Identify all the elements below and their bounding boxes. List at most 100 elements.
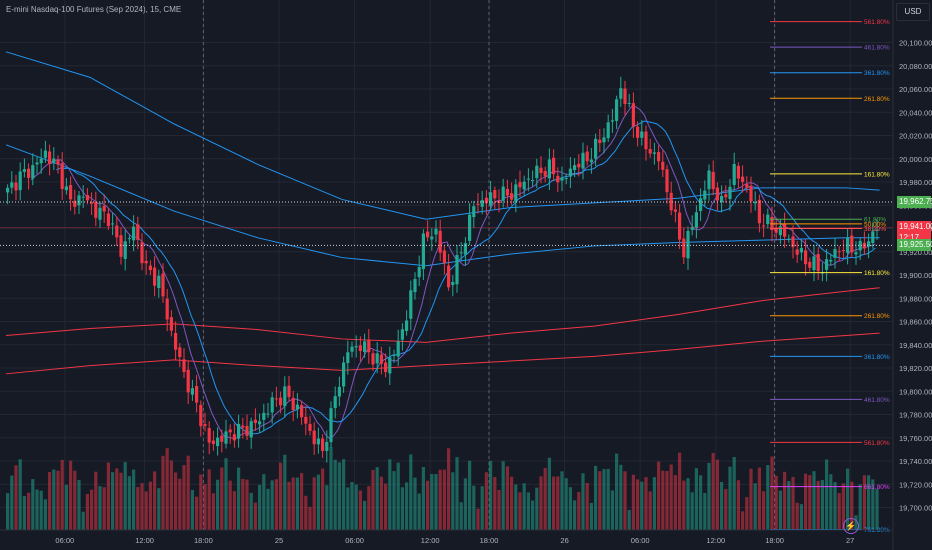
- volume-bar: [564, 478, 568, 530]
- volume-bar: [237, 467, 241, 530]
- candle-body: [493, 190, 497, 199]
- candle-body: [22, 169, 26, 172]
- candle-body: [127, 238, 131, 240]
- candle-body: [438, 230, 442, 253]
- volume-bar: [606, 468, 610, 530]
- volume-bar: [224, 458, 228, 530]
- volume-bar: [648, 491, 652, 530]
- fib-level-label: 261.80%: [864, 96, 890, 103]
- volume-bar: [220, 467, 224, 530]
- fibonacci-levels: 561.80% 461.80% 361.80% 261.80% 161.80% 61.80…: [770, 19, 890, 534]
- volume-bar: [724, 489, 728, 530]
- currency-selector[interactable]: USD: [896, 3, 930, 21]
- candle-body: [505, 188, 509, 196]
- candle-body: [724, 194, 728, 198]
- candle-body: [287, 385, 291, 398]
- volume-bar: [266, 488, 270, 530]
- volume-bar: [720, 481, 724, 530]
- volume-bar: [392, 471, 396, 530]
- session-break-lines: [202, 0, 776, 530]
- volume-bar: [27, 492, 31, 530]
- candle-body: [568, 168, 572, 177]
- volume-bar: [749, 468, 753, 530]
- volume-bar: [468, 460, 472, 530]
- y-tick-label: 19,840.00: [899, 341, 932, 350]
- y-tick-label: 20,080.00: [899, 62, 932, 71]
- volume-bar: [703, 492, 707, 530]
- candle-body: [245, 425, 249, 436]
- candle-body: [405, 320, 409, 331]
- candle-body: [266, 413, 270, 415]
- volume-bar: [417, 493, 421, 530]
- y-tick-label: 20,000.00: [899, 155, 932, 164]
- candle-body: [199, 404, 203, 427]
- candle-body: [577, 163, 581, 168]
- candle-body: [388, 357, 392, 374]
- fib-level-label: 161.80%: [864, 270, 890, 277]
- candle-body: [480, 200, 484, 207]
- fib-level-label: 761.80%: [864, 527, 890, 534]
- candle-body: [808, 261, 812, 268]
- time-axis[interactable]: 06:00 12:00 18:00 25 06:00 12:00 18:00 26 06:00 1…: [55, 536, 854, 545]
- y-tick-label: 20,020.00: [899, 132, 932, 141]
- x-tick-label: 12:00: [706, 536, 725, 545]
- candle-body: [52, 158, 56, 163]
- volume-bar: [816, 480, 820, 530]
- candle-body: [203, 424, 207, 426]
- volume-bar: [161, 455, 165, 530]
- volume-bar: [346, 487, 350, 530]
- volume-bar: [657, 461, 661, 530]
- volume-bar: [497, 489, 501, 530]
- volume-bar: [707, 462, 711, 530]
- candle-body: [258, 421, 262, 425]
- candle-body: [14, 182, 18, 191]
- volume-bar: [526, 492, 530, 530]
- candle-body: [119, 235, 123, 257]
- candle-body: [783, 223, 787, 237]
- candle-body: [371, 353, 375, 365]
- y-tick-label: 19,860.00: [899, 318, 932, 327]
- candle-body: [367, 340, 371, 353]
- candle-body: [825, 259, 829, 270]
- candle-body: [190, 388, 194, 395]
- volume-bar: [741, 511, 745, 530]
- candle-body: [182, 359, 186, 372]
- volume-bar: [791, 476, 795, 530]
- candle-body: [81, 196, 85, 198]
- candle-body: [682, 238, 686, 258]
- volume-bar: [745, 497, 749, 530]
- volume-bar: [568, 487, 572, 530]
- candle-body: [451, 281, 455, 286]
- candle-body: [132, 226, 136, 241]
- volume-bar: [249, 492, 253, 530]
- candle-body: [736, 165, 740, 179]
- price-axis[interactable]: 20,100.00 20,080.00 20,060.00 20,040.00 20,0…: [899, 39, 932, 513]
- candle-body: [455, 254, 459, 285]
- candle-body: [484, 197, 488, 204]
- candle-body: [644, 131, 648, 150]
- volume-bar: [808, 475, 812, 530]
- candle-body: [304, 416, 308, 424]
- candle-body: [463, 243, 467, 255]
- volume-bar: [577, 491, 581, 530]
- volume-bar: [165, 448, 169, 530]
- volume-bar: [556, 476, 560, 530]
- candle-body: [846, 237, 850, 253]
- volume-bar: [186, 455, 190, 530]
- volume-bar: [241, 478, 245, 530]
- candle-body: [77, 195, 81, 206]
- candle-body: [673, 209, 677, 212]
- candle-body: [560, 177, 564, 181]
- candle-body: [346, 352, 350, 364]
- candle-body: [837, 251, 841, 253]
- candle-body: [610, 120, 614, 122]
- candle-body: [232, 434, 236, 441]
- lightning-icon[interactable]: ⚡: [843, 518, 859, 534]
- volume-bar: [573, 500, 577, 530]
- candle-body: [526, 178, 530, 180]
- y-tick-label: 20,060.00: [899, 85, 932, 94]
- volume-bar: [539, 476, 543, 530]
- candle-body: [148, 265, 152, 271]
- volume-bar: [682, 480, 686, 530]
